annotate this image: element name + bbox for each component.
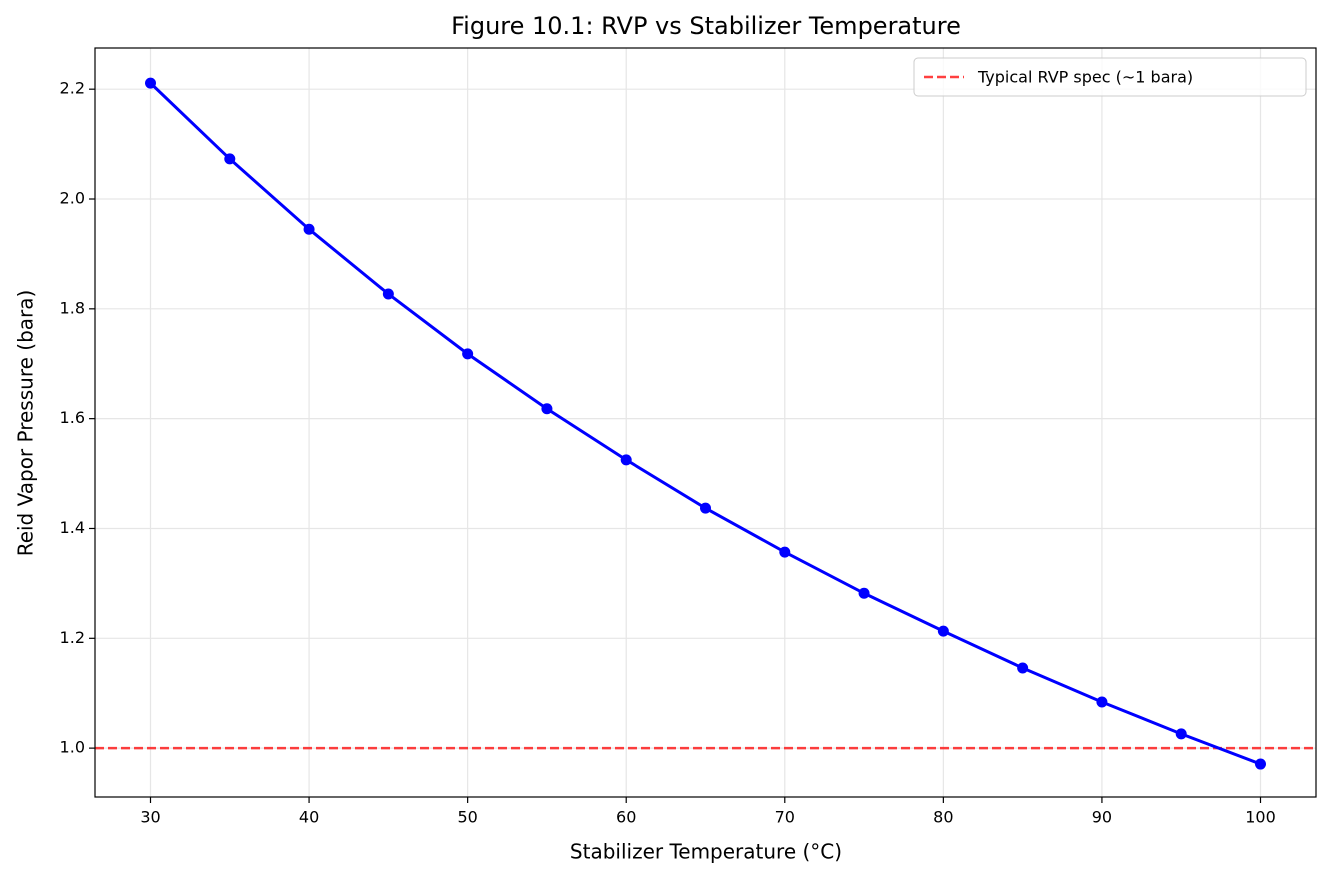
data-point [937,625,949,637]
data-point [1255,758,1266,770]
data-point [700,502,711,514]
x-tick-label: 50 [457,808,477,827]
x-tick-label: 60 [616,808,636,827]
y-axis-label: Reid Vapor Pressure (bara) [14,290,38,557]
data-point [382,288,394,300]
x-tick-label: 100 [1245,808,1276,827]
x-tick-label: 70 [775,808,795,827]
y-tick-label: 1.4 [60,518,85,537]
series-line [149,82,1262,766]
plot-frame [94,47,1317,798]
x-tick-label: 30 [140,808,160,827]
data-point [224,153,236,165]
y-tick-label: 2.2 [60,79,85,98]
data-point [541,403,553,415]
data-point [858,587,870,599]
data-point [1175,728,1187,740]
legend-box [913,57,1307,97]
data-point [462,348,474,360]
y-tick-label: 1.6 [60,408,85,427]
data-point [1017,662,1029,674]
data-point [145,77,156,89]
data-point [1096,696,1108,708]
data-point [303,223,315,235]
chart-title: Figure 10.1: RVP vs Stabilizer Temperatu… [451,12,961,40]
x-tick-label: 90 [1092,808,1112,827]
y-tick-label: 1.2 [60,628,85,647]
x-tick-label: 40 [299,808,319,827]
y-tick-label: 1.8 [60,298,85,317]
legend-label: Typical RVP spec (~1 bara) [977,68,1193,87]
x-axis-label: Stabilizer Temperature (°C) [570,840,842,864]
y-tick-label: 1.0 [60,738,85,757]
y-tick-label: 2.0 [60,189,85,208]
x-tick-label: 80 [933,808,953,827]
data-point [779,546,791,558]
data-point [620,454,632,466]
